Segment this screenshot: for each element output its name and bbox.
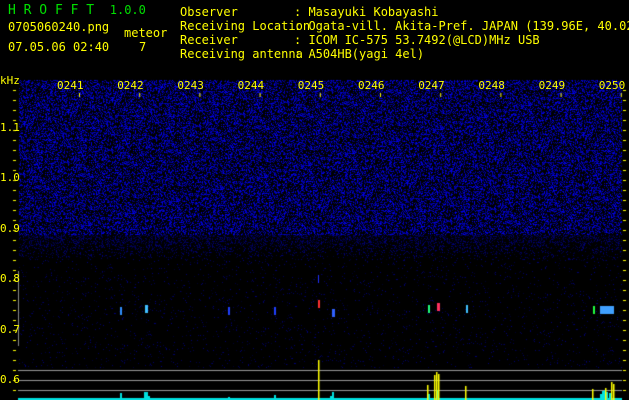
info-value-antenna: : A504HB(yagi 4el) (294, 47, 425, 61)
meteor-count: 7 (139, 40, 147, 54)
x-tick-label: 0241 (57, 79, 84, 92)
info-label-receiver: Receiver (180, 33, 238, 47)
info-label-observer: Observer (180, 5, 238, 19)
y-tick-label: 1.0 (0, 171, 20, 185)
file-name: 0705060240.png (8, 20, 110, 34)
x-tick-label: 0245 (297, 79, 325, 92)
y-tick-label: 1.1 (0, 121, 20, 134)
y-tick-label: 0.6 (0, 373, 20, 386)
file-datetime: 07.05.06 02:40 (8, 40, 110, 54)
x-tick-label: 0249 (538, 79, 566, 92)
x-tick-label: 0250 (598, 79, 626, 92)
app-title: H R O F F T 1.0.0 (8, 3, 146, 18)
x-tick-label: 0244 (237, 79, 265, 92)
x-tick-label: 0243 (177, 79, 204, 92)
x-tick-label: 0247 (418, 79, 445, 92)
x-tick-label: 0242 (117, 79, 144, 92)
info-value-receiver: : ICOM IC-575 53.7492(@LCD)MHz USB (294, 33, 540, 47)
info-value-observer: : Masayuki Kobayashi (294, 5, 439, 19)
y-tick-label: 0.7 (0, 322, 20, 336)
x-tick-label: 0246 (358, 79, 385, 92)
y-tick-label: 0.8 (0, 272, 20, 286)
y-unit-label: kHz (0, 74, 20, 87)
info-label-location: Receiving Location (180, 19, 311, 33)
info-label-antenna: Receiving antenna (180, 47, 303, 61)
y-tick-label: 0.9 (0, 221, 20, 235)
x-tick-label: 0248 (478, 79, 505, 92)
info-value-location: : Ogata-vill. Akita-Pref. JAPAN (139.96E… (294, 19, 629, 33)
meteor-label: meteor (124, 26, 168, 40)
